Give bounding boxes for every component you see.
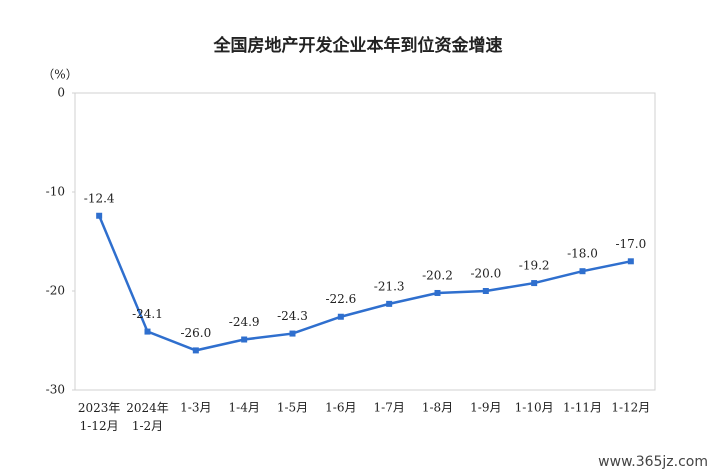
watermark: www.365jz.com [598,454,708,470]
x-tick-label: 1-10月 [515,401,554,415]
chart-title: 全国房地产开发企业本年到位资金增速 [213,35,503,56]
x-tick-label: 1-6月 [325,401,356,415]
marker [627,258,634,265]
data-label: -20.0 [470,267,501,281]
data-label: -19.2 [519,259,550,273]
marker [144,328,151,335]
y-tick-label: -20 [46,284,65,298]
x-tick-label-line: 2024年 [126,401,169,415]
data-label: -22.6 [325,292,356,306]
y-tick-label: 0 [57,86,65,100]
data-label: -17.0 [615,237,646,251]
marker [289,330,296,337]
data-label: -24.9 [229,315,260,329]
line [98,215,632,352]
plot-frame [74,92,656,391]
x-tick-label: 1-8月 [422,401,453,415]
data-label: -24.1 [132,307,163,321]
x-tick-label: 1-9月 [470,401,501,415]
marker [192,347,199,354]
marker [337,313,344,320]
x-tick-label-line: 2023年 [78,401,121,415]
x-tick-label: 1-5月 [277,401,308,415]
x-tick-label: 1-4月 [229,401,260,415]
x-tick-label: 1-12月 [611,401,650,415]
marker [96,212,103,219]
data-label: -24.3 [277,309,308,323]
data-label: -20.2 [422,268,453,282]
x-tick-label: 2023年 1-12月 [78,401,121,433]
marker [386,300,393,307]
data-label: -12.4 [84,191,115,205]
x-tick-label: 2024年 1-2月 [126,401,169,433]
x-tick-label-line: 1-12月 [80,419,119,433]
x-tick-label: 1-7月 [374,401,405,415]
y-tick-label: -30 [46,383,65,397]
x-tick-label: 1-11月 [563,401,602,415]
marker [241,336,248,343]
x-tick-label: 1-3月 [180,401,211,415]
x-tick-label-line: 1-2月 [132,419,163,433]
data-label: -18.0 [567,247,598,261]
data-label: -26.0 [180,326,211,340]
data-label: -21.3 [374,279,405,293]
marker [482,288,489,294]
marker [434,289,441,296]
y-tick-label: -10 [46,185,65,199]
marker [579,268,586,275]
y-axis-label: （%） [42,68,77,82]
marker [531,280,538,287]
